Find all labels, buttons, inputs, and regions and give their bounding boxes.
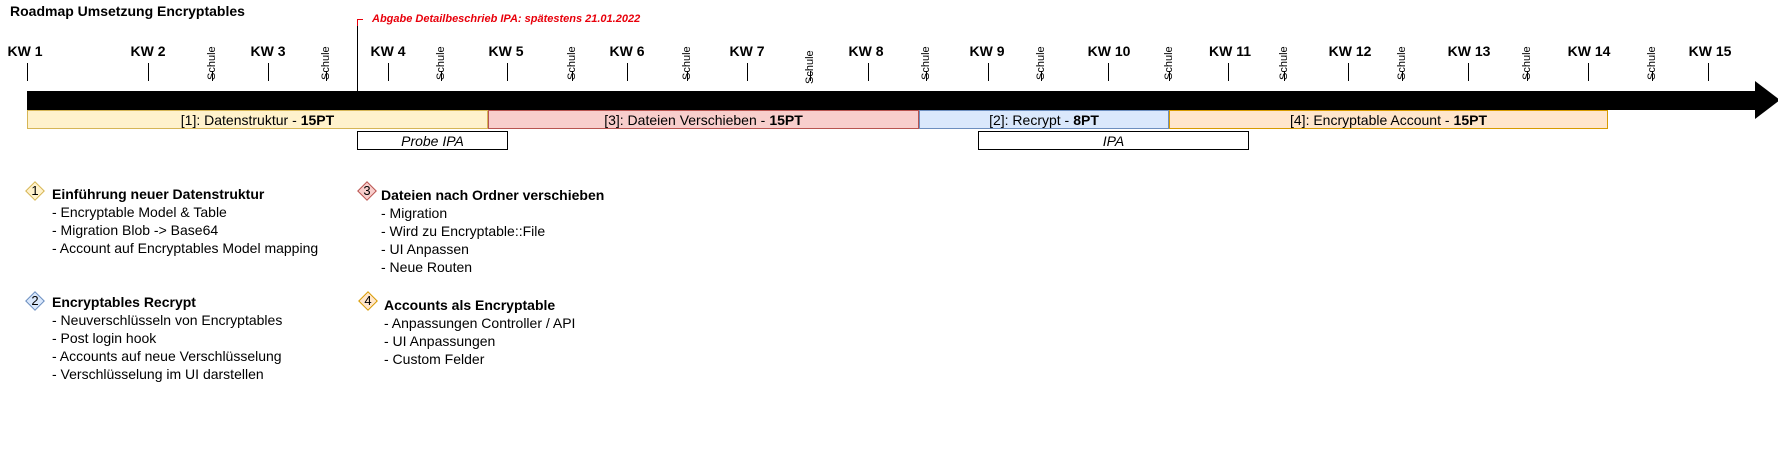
- week-tick: [627, 63, 628, 81]
- deadline-marker-line: [357, 19, 358, 100]
- phase-recrypt: [2]: Recrypt - 8PT: [919, 110, 1169, 129]
- task-item: - Migration Blob -> Base64: [52, 222, 219, 238]
- diagram-title: Roadmap Umsetzung Encryptables: [10, 3, 245, 19]
- phase-label: [4]: Encryptable Account -: [1290, 111, 1450, 128]
- week-tick: [27, 63, 28, 81]
- week-tick: [988, 63, 989, 81]
- week-label-12: KW 12: [1328, 43, 1372, 59]
- schule-tick: [212, 71, 213, 81]
- week-tick: [1108, 63, 1109, 81]
- week-tick: [868, 63, 869, 81]
- week-label-10: KW 10: [1087, 43, 1131, 59]
- week-tick: [1708, 63, 1709, 81]
- task-item: - Anpassungen Controller / API: [384, 315, 576, 331]
- task-item: - Verschlüsselung im UI darstellen: [52, 366, 264, 382]
- week-label-6: KW 6: [609, 43, 645, 59]
- task-4-title: Accounts als Encryptable: [384, 297, 556, 313]
- task-3-title: Dateien nach Ordner verschieben: [381, 187, 605, 203]
- schule-tick: [687, 71, 688, 81]
- task-item: - Wird zu Encryptable::File: [381, 223, 546, 239]
- task-item: - Accounts auf neue Verschlüsselung: [52, 348, 282, 364]
- phase-datenstruktur: [1]: Datenstruktur - 15PT: [27, 110, 488, 129]
- phase-points: 15PT: [1453, 111, 1487, 128]
- task-2-title: Encryptables Recrypt: [52, 294, 196, 310]
- phase-label: [1]: Datenstruktur -: [180, 111, 297, 128]
- task-item: - Migration: [381, 205, 448, 221]
- week-label-3: KW 3: [250, 43, 286, 59]
- phase-label: [3]: Dateien Verschieben -: [604, 111, 766, 128]
- task-item: - Post login hook: [52, 330, 157, 346]
- task-2-number: 2: [31, 293, 39, 308]
- week-label-8: KW 8: [848, 43, 884, 59]
- deadline-marker-flag: [357, 19, 363, 20]
- task-4-items: - Anpassungen Controller / API - UI Anpa…: [384, 314, 575, 368]
- task-2-items: - Neuverschlüsseln von Encryptables - Po…: [52, 311, 282, 383]
- task-item: - Neuverschlüsseln von Encryptables: [52, 312, 283, 328]
- schule-tick: [572, 71, 573, 81]
- task-item: - Account auf Encryptables Model mapping: [52, 240, 319, 256]
- week-tick: [747, 63, 748, 81]
- phase-points: 15PT: [300, 111, 335, 128]
- schule-tick: [1041, 71, 1042, 81]
- task-1-number: 1: [31, 183, 39, 198]
- week-label-9: KW 9: [969, 43, 1005, 59]
- task-item: - UI Anpassen: [381, 241, 469, 257]
- schule-tick: [1402, 71, 1403, 81]
- week-tick: [388, 63, 389, 81]
- task-item: - Custom Felder: [384, 351, 485, 367]
- task-item: - Encryptable Model & Table: [52, 204, 227, 220]
- timeline-arrow-bar: [27, 91, 1763, 110]
- week-tick: [148, 63, 149, 81]
- week-label-1: KW 1: [7, 43, 43, 59]
- subphase-probe-ipa: Probe IPA: [357, 131, 508, 150]
- schule-tick: [1527, 71, 1528, 81]
- week-label-7: KW 7: [729, 43, 765, 59]
- schule-tick: [1169, 71, 1170, 81]
- deadline-label: Abgabe Detailbeschrieb IPA: spätestens 2…: [372, 13, 641, 25]
- week-label-4: KW 4: [370, 43, 406, 59]
- phase-label: [2]: Recrypt -: [989, 111, 1070, 128]
- week-label-5: KW 5: [488, 43, 524, 59]
- week-label-13: KW 13: [1447, 43, 1491, 59]
- task-3-items: - Migration - Wird zu Encryptable::File …: [381, 204, 545, 276]
- phase-encryptable-account: [4]: Encryptable Account - 15PT: [1169, 110, 1608, 129]
- week-tick: [1228, 63, 1229, 81]
- schule-tick: [810, 71, 811, 81]
- week-tick: [1348, 63, 1349, 81]
- task-3-number: 3: [363, 183, 371, 198]
- week-tick: [1468, 63, 1469, 81]
- week-tick: [268, 63, 269, 81]
- week-label-11: KW 11: [1208, 43, 1252, 59]
- task-1-items: - Encryptable Model & Table - Migration …: [52, 203, 318, 257]
- week-label-14: KW 14: [1567, 43, 1611, 59]
- timeline-arrow-head: [1755, 81, 1778, 119]
- subphase-ipa: IPA: [978, 131, 1249, 150]
- task-item: - UI Anpassungen: [384, 333, 496, 349]
- phase-points: 15PT: [769, 111, 803, 128]
- schule-tick: [1284, 71, 1285, 81]
- schule-tick: [326, 71, 327, 81]
- deadline-marker-flag-stem: [357, 19, 358, 26]
- week-tick: [1588, 63, 1589, 81]
- task-item: - Neue Routen: [381, 259, 473, 275]
- task-1-title: Einführung neuer Datenstruktur: [52, 186, 265, 202]
- schule-tick: [441, 71, 442, 81]
- week-tick: [507, 63, 508, 81]
- schule-tick: [1652, 71, 1653, 81]
- schule-tick: [926, 71, 927, 81]
- phase-dateien-verschieben: [3]: Dateien Verschieben - 15PT: [488, 110, 919, 129]
- task-4-number: 4: [364, 293, 372, 308]
- week-label-15: KW 15: [1688, 43, 1732, 59]
- phase-points: 8PT: [1073, 111, 1099, 128]
- week-label-2: KW 2: [130, 43, 166, 59]
